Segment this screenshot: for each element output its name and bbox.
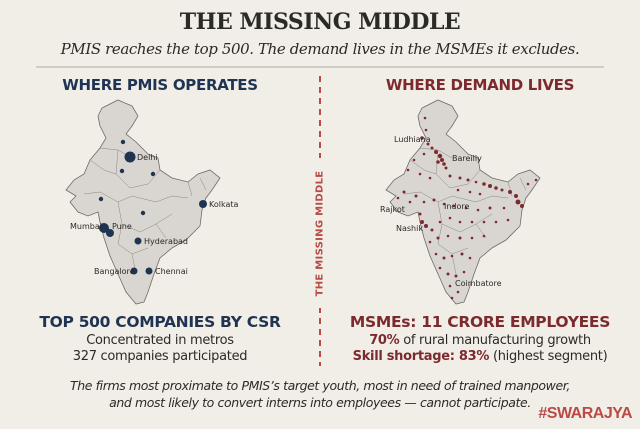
city-label-mumbai: Mumbai: [70, 222, 102, 231]
city-label-bareilly: Bareilly: [452, 154, 482, 163]
city-label-chennai: Chennai: [155, 267, 188, 276]
footer-line2: and most likely to convert interns into …: [109, 395, 531, 410]
stat-rest-rural: of rural manufacturing growth: [399, 333, 591, 348]
city-label-rajkot: Rajkot: [380, 205, 405, 214]
page-subtitle: PMIS reaches the top 500. The demand liv…: [60, 40, 580, 58]
right-stat-title: MSMEs: 11 CRORE EMPLOYEES: [349, 313, 611, 331]
left-stat-line2: 327 companies participated: [72, 349, 248, 364]
footer-line1: The firms most proximate to PMIS’s targe…: [70, 378, 570, 393]
page-title: THE MISSING MIDDLE: [179, 9, 461, 35]
india-map-msme: Ludhiana Bareilly Rajkot Indore Nashik C…: [380, 99, 541, 305]
city-label-indore: Indore: [444, 202, 470, 211]
india-map-pmis: Delhi Kolkata Mumbai Pune Hyderabad Bang…: [65, 99, 238, 305]
city-label-kolkata: Kolkata: [209, 200, 238, 209]
brand-hashtag: #SWARAJYA: [538, 405, 632, 422]
footer-note: The firms most proximate to PMIS’s targe…: [0, 377, 640, 411]
city-label-ludhiana: Ludhiana: [394, 135, 431, 144]
right-stat-line1: 70% of rural manufacturing growth: [320, 333, 640, 348]
city-label-bangalore: Bangalore: [94, 267, 135, 276]
left-stat-line1: Concentrated in metros: [86, 333, 234, 348]
divider-label: THE MISSING MIDDLE: [314, 170, 326, 296]
right-stat-line2: Skill shortage: 83% (highest segment): [320, 349, 640, 364]
divider-label-wrap: THE MISSING MIDDLE: [306, 158, 334, 308]
pmis-markers: [98, 139, 207, 275]
city-label-delhi: Delhi: [137, 153, 158, 162]
stat-highlight-skill: Skill shortage: 83%: [352, 349, 490, 364]
city-label-pune: Pune: [112, 222, 132, 231]
stat-highlight-rural: 70%: [369, 333, 400, 348]
left-stat-title: TOP 500 COMPANIES BY CSR: [39, 313, 281, 331]
city-label-nashik: Nashik: [396, 224, 423, 233]
header-divider: [36, 66, 604, 68]
stat-rest-skill: (highest segment): [489, 349, 608, 364]
msme-markers: [396, 116, 538, 300]
left-panel-heading: WHERE PMIS OPERATES: [62, 76, 258, 94]
right-panel-heading: WHERE DEMAND LIVES: [385, 76, 575, 94]
city-label-coimbatore: Coimbatore: [455, 279, 502, 288]
city-label-hyderabad: Hyderabad: [144, 237, 188, 246]
